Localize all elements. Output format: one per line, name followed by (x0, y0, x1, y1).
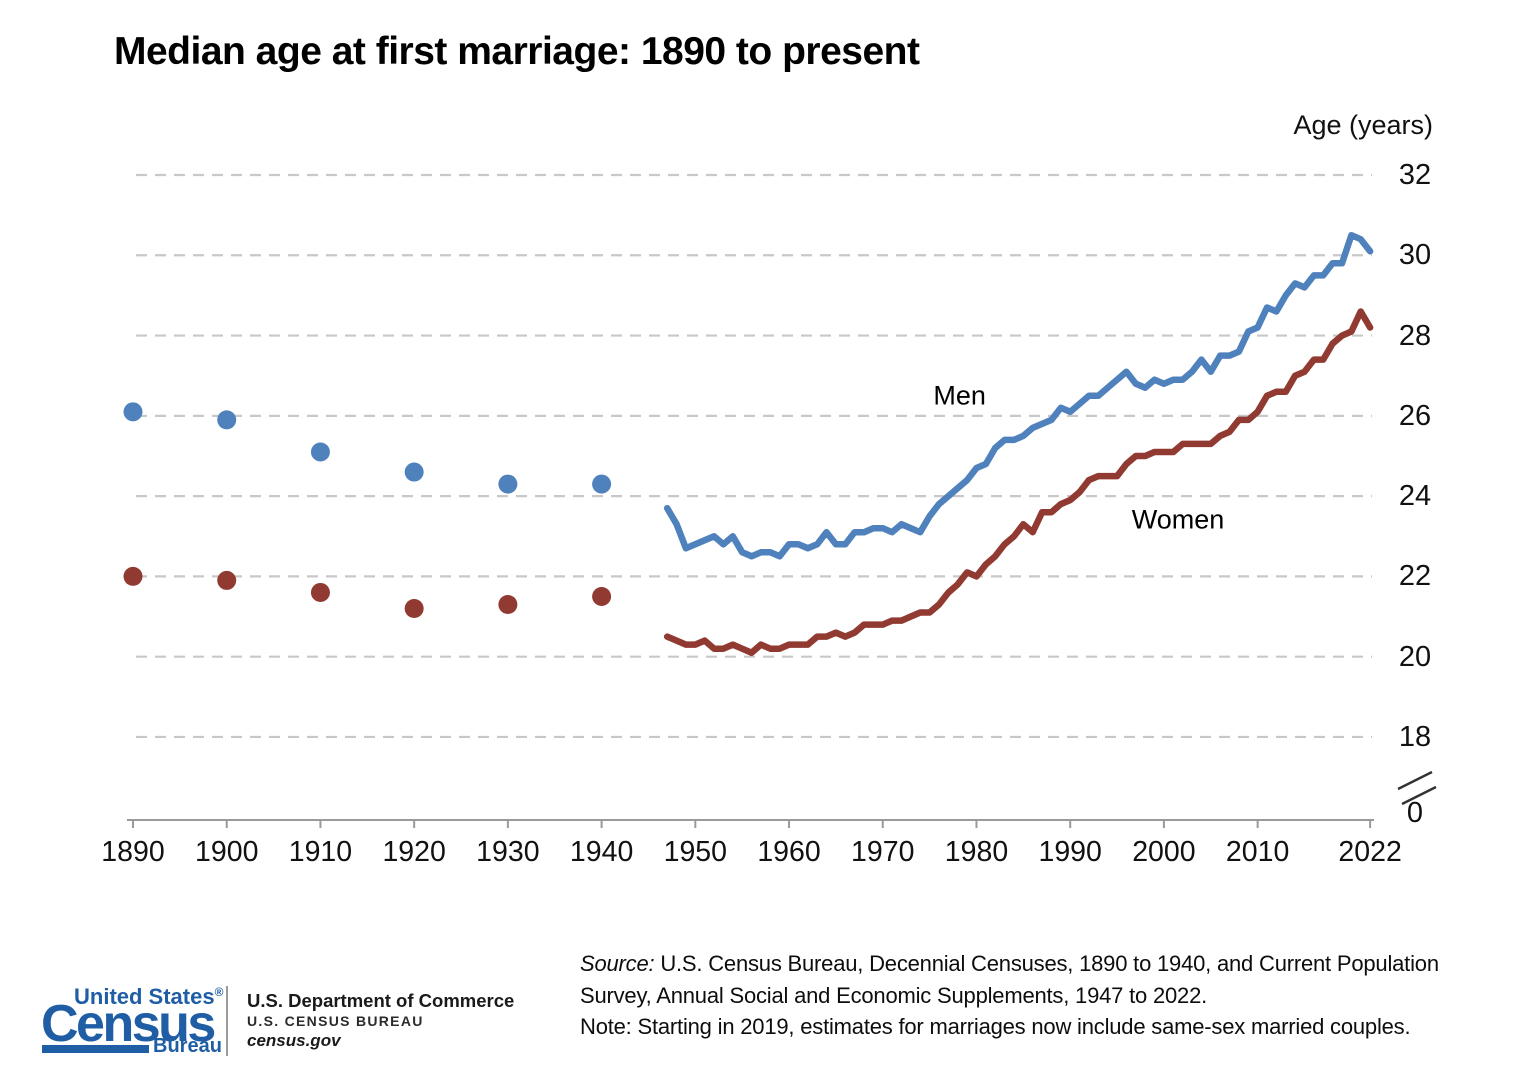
y-axis-title: Age (years) (1293, 110, 1433, 140)
logo-census-wordmark: Census (41, 995, 216, 1053)
source-line-2: Survey, Annual Social and Economic Suppl… (580, 982, 1208, 1008)
data-point (217, 410, 237, 430)
data-point (310, 442, 330, 462)
source-line-1: Source: U.S. Census Bureau, Decennial Ce… (580, 948, 1439, 980)
women-cps-line (663, 308, 1374, 656)
data-point (592, 586, 612, 606)
footer-text: Source: U.S. Census Bureau, Decennial Ce… (580, 948, 1439, 1043)
logo-united-states-text: United States (74, 984, 215, 1009)
data-point (123, 402, 143, 422)
data-point (404, 599, 424, 619)
note-line: Note: Starting in 2019, estimates for ma… (580, 1014, 1411, 1039)
women-census-dots (123, 566, 612, 619)
logo-united-states: United States® (74, 984, 223, 1010)
chart-title: Median age at first marriage: 1890 to pr… (114, 30, 920, 73)
source-text-1: U.S. Census Bureau, Decennial Censuses, … (654, 951, 1439, 976)
data-point (217, 570, 237, 590)
data-point (498, 594, 518, 614)
data-point (123, 566, 143, 586)
logo-census-gov: census.gov (247, 1031, 341, 1050)
logo-dept-of-commerce: U.S. Department of Commerce (247, 990, 515, 1011)
men-census-dots (123, 402, 612, 494)
data-point (310, 582, 330, 602)
data-point (498, 474, 518, 494)
axis-break-icon (1401, 785, 1437, 806)
data-point (404, 462, 424, 482)
logo-underline-bar (42, 1045, 149, 1053)
registered-trademark-icon: ® (214, 985, 224, 999)
data-point (592, 474, 612, 494)
men-cps-line (663, 231, 1374, 560)
logo-bureau: Bureau (153, 1035, 222, 1057)
source-label: Source: (580, 951, 655, 976)
logo-divider (226, 986, 228, 1056)
logo-agency: U.S. CENSUS BUREAU (247, 1013, 424, 1029)
axis-break-icon (1397, 770, 1433, 791)
